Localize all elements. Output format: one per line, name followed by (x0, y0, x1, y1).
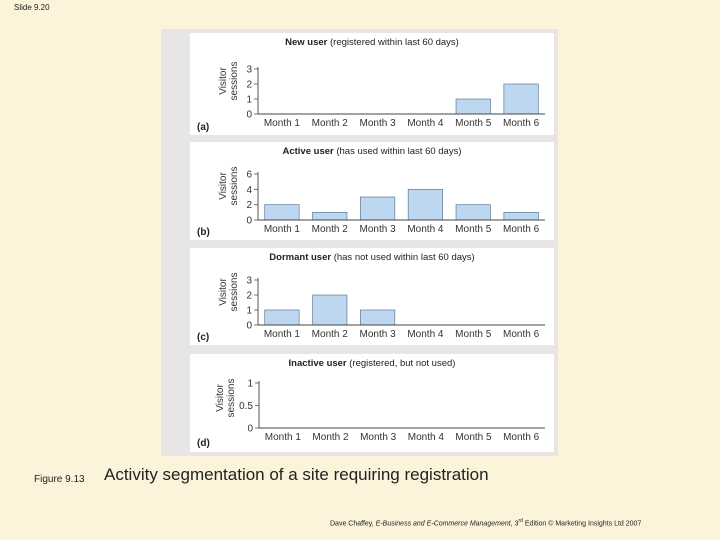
panel-title: New user (registered within last 60 days… (285, 37, 459, 48)
bar (503, 83, 539, 115)
bar (455, 204, 491, 221)
y-tick-label: 0 (247, 424, 253, 435)
slide-label: Slide 9.20 (14, 3, 50, 12)
footer-citation: Dave Chaffey, E-Business and E-Commerce … (330, 518, 642, 528)
chart-svg: 0 1 2 3 Visitorsessions Month 1 Month 2 Month 3… (218, 273, 545, 340)
x-tick-label: Month 1 (264, 329, 301, 340)
figure-9-13: 0 1 2 3 Visitorsessions Month 1 Month 2 Month 3… (161, 29, 558, 456)
bar (264, 309, 300, 326)
y-axis-label: Visitorsessions (218, 167, 240, 206)
x-tick-label: Month 2 (312, 118, 349, 129)
y-tick-label: 2 (246, 200, 252, 211)
panel-title: Inactive user (registered, but not used) (288, 358, 456, 369)
y-tick-label: 4 (246, 185, 252, 196)
figure-caption: Activity segmentation of a site requirin… (104, 465, 489, 484)
chart-panel-c: 0 1 2 3 Visitorsessions Month 1 Month 2 Month 3… (190, 248, 554, 345)
x-tick-label: Month 6 (503, 329, 540, 340)
panel-letter: (a) (197, 122, 210, 133)
y-tick-label: 2 (246, 291, 252, 302)
chart-panel-a: 0 1 2 3 Visitorsessions Month 1 Month 2 Month 3… (190, 33, 554, 135)
bar (455, 98, 491, 115)
x-tick-label: Month 5 (455, 224, 492, 235)
x-tick-label: Month 3 (360, 329, 397, 340)
bar (312, 294, 348, 326)
y-tick-label: 1 (246, 306, 252, 317)
chart-svg: 0 0.5 1 Visitorsessions Month 1 Month 2 Month … (215, 379, 545, 443)
panel-letter: (b) (197, 227, 210, 238)
y-tick-label: 1 (246, 95, 252, 106)
panel-letter: (d) (197, 438, 210, 449)
y-tick-label: 0.5 (239, 401, 253, 412)
x-tick-label: Month 3 (360, 224, 397, 235)
x-tick-label: Month 6 (503, 432, 540, 443)
bar (264, 204, 300, 221)
x-tick-label: Month 4 (408, 432, 445, 443)
x-tick-label: Month 4 (407, 224, 444, 235)
figure-number: Figure 9.13 (34, 474, 85, 485)
panel-letter: (c) (197, 332, 210, 343)
y-axis-label: Visitorsessions (215, 379, 237, 418)
x-tick-label: Month 6 (503, 118, 540, 129)
bar (360, 196, 396, 221)
y-tick-label: 3 (246, 65, 252, 76)
x-tick-label: Month 3 (360, 118, 397, 129)
bar (312, 211, 348, 221)
bar (407, 188, 443, 221)
y-axis-label: Visitorsessions (218, 62, 240, 101)
x-tick-label: Month 5 (455, 432, 492, 443)
x-tick-label: Month 1 (264, 224, 301, 235)
x-tick-label: Month 2 (312, 432, 349, 443)
x-tick-label: Month 6 (503, 224, 540, 235)
bar (503, 211, 539, 221)
chart-svg: 0 2 4 6 Visitorsessions Month 1 Month 2 Month 3… (218, 167, 545, 235)
x-tick-label: Month 4 (407, 118, 444, 129)
x-tick-label: Month 4 (407, 329, 444, 340)
y-tick-label: 0 (246, 216, 252, 227)
x-tick-label: Month 1 (264, 118, 301, 129)
y-tick-label: 0 (246, 321, 252, 332)
y-tick-label: 3 (246, 276, 252, 287)
chart-panel-b: 0 2 4 6 Visitorsessions Month 1 Month 2 Month 3… (190, 142, 554, 240)
x-tick-label: Month 5 (455, 118, 492, 129)
y-tick-label: 0 (246, 110, 252, 121)
chart-panel-d: 0 0.5 1 Visitorsessions Month 1 Month 2 Month … (190, 354, 554, 452)
y-axis-label: Visitorsessions (218, 273, 240, 312)
y-tick-label: 6 (246, 170, 252, 181)
panel-title: Active user (has used within last 60 day… (282, 146, 462, 157)
chart-svg: 0 1 2 3 Visitorsessions Month 1 Month 2 Month 3… (218, 62, 545, 129)
panel-title: Dormant user (has not used within last 6… (269, 252, 475, 263)
x-tick-label: Month 2 (312, 224, 349, 235)
x-tick-label: Month 2 (312, 329, 349, 340)
x-tick-label: Month 5 (455, 329, 492, 340)
x-tick-label: Month 3 (360, 432, 397, 443)
bar (360, 309, 396, 326)
y-tick-label: 2 (246, 80, 252, 91)
y-tick-label: 1 (247, 379, 253, 390)
x-tick-label: Month 1 (265, 432, 302, 443)
